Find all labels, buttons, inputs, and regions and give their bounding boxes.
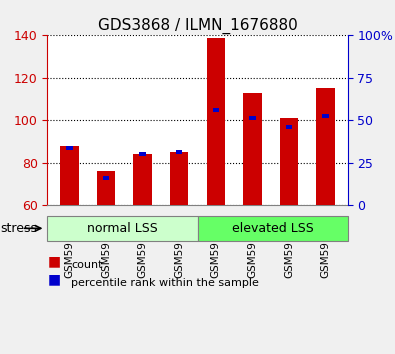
Bar bbox=[249, 116, 256, 120]
Bar bbox=[60, 146, 79, 205]
Bar bbox=[316, 88, 335, 205]
Bar bbox=[176, 150, 182, 154]
Bar bbox=[243, 93, 261, 205]
Bar bbox=[207, 38, 225, 205]
Text: ■: ■ bbox=[47, 255, 60, 268]
Text: elevated LSS: elevated LSS bbox=[232, 222, 313, 235]
Bar bbox=[280, 118, 298, 205]
Bar bbox=[139, 152, 146, 156]
Text: stress: stress bbox=[0, 222, 37, 235]
Bar bbox=[66, 146, 73, 150]
Text: normal LSS: normal LSS bbox=[87, 222, 158, 235]
Text: ■: ■ bbox=[47, 272, 60, 286]
Bar bbox=[286, 125, 292, 129]
Bar bbox=[97, 171, 115, 205]
Text: percentile rank within the sample: percentile rank within the sample bbox=[71, 278, 259, 288]
Bar bbox=[103, 176, 109, 180]
Bar bbox=[170, 152, 188, 205]
Title: GDS3868 / ILMN_1676880: GDS3868 / ILMN_1676880 bbox=[98, 18, 297, 34]
Bar bbox=[213, 108, 219, 112]
Text: count: count bbox=[71, 261, 103, 270]
Bar bbox=[134, 154, 152, 205]
Bar bbox=[322, 114, 329, 118]
